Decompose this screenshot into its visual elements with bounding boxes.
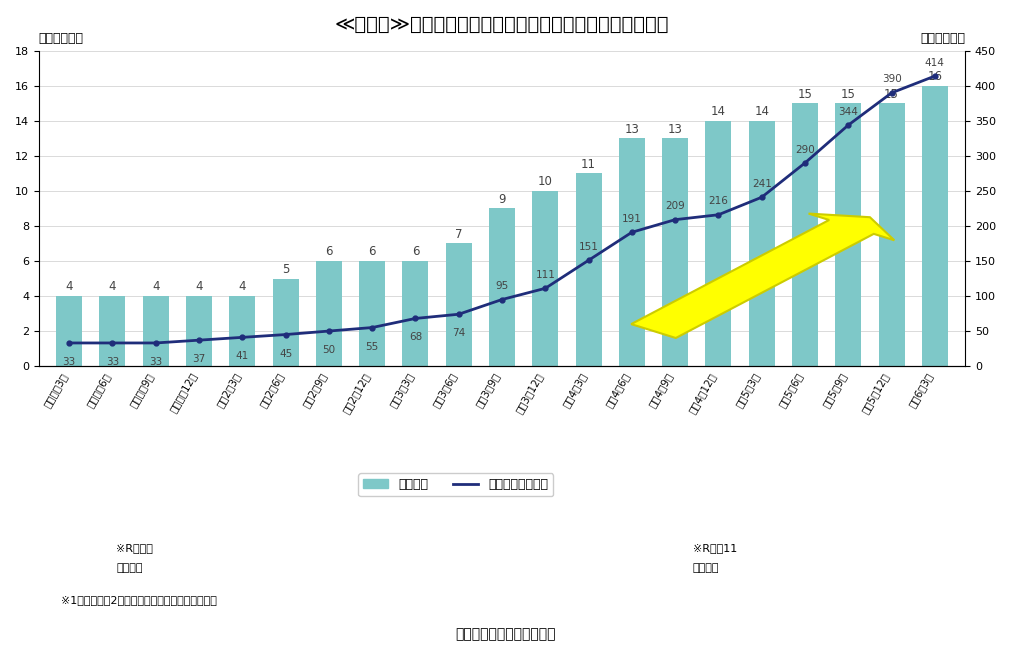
Text: 13: 13 <box>667 123 682 136</box>
Text: 390: 390 <box>882 74 902 84</box>
Bar <box>619 138 645 366</box>
Text: 50: 50 <box>323 345 336 355</box>
Bar <box>575 174 602 366</box>
Text: 216: 216 <box>709 196 728 207</box>
Bar <box>835 103 861 366</box>
Bar <box>186 296 212 366</box>
Bar <box>749 121 774 366</box>
Text: 4: 4 <box>66 280 73 293</box>
Text: 11: 11 <box>581 158 596 171</box>
Title: ≪図表３≫ダブル連結トラックの申請者数、許可件数の推移: ≪図表３≫ダブル連結トラックの申請者数、許可件数の推移 <box>335 15 669 34</box>
Text: ※1回の許可で2年間、許可された区間を通行可能: ※1回の許可で2年間、許可された区間を通行可能 <box>61 595 216 605</box>
Text: 241: 241 <box>752 179 771 189</box>
Text: 14: 14 <box>711 105 726 118</box>
Bar <box>792 103 818 366</box>
Text: 路線拡充: 路線拡充 <box>693 563 719 572</box>
Bar <box>446 243 472 366</box>
Text: 5: 5 <box>282 263 289 276</box>
Text: 15: 15 <box>798 88 813 101</box>
Text: 4: 4 <box>108 280 116 293</box>
Text: 344: 344 <box>838 107 858 116</box>
Text: 68: 68 <box>408 332 422 342</box>
Bar <box>922 86 948 366</box>
Text: 15: 15 <box>841 88 855 101</box>
Text: 7: 7 <box>455 228 462 241</box>
FancyArrow shape <box>631 214 895 338</box>
Text: ※R４．11: ※R４．11 <box>693 543 737 553</box>
Bar <box>57 296 82 366</box>
Text: 33: 33 <box>106 357 119 367</box>
Text: 45: 45 <box>279 349 292 359</box>
Text: 6: 6 <box>368 245 376 259</box>
Text: 4: 4 <box>239 280 246 293</box>
Bar <box>533 191 558 366</box>
Text: 414: 414 <box>925 58 945 68</box>
Text: 37: 37 <box>192 354 205 364</box>
Text: （申請者数）: （申請者数） <box>38 32 84 45</box>
Text: （出典）国土交通省資料４: （出典）国土交通省資料４ <box>455 628 556 642</box>
Bar <box>143 296 169 366</box>
Text: 10: 10 <box>538 175 553 188</box>
Bar <box>229 296 255 366</box>
Bar <box>879 103 905 366</box>
Text: 6: 6 <box>411 245 420 259</box>
Bar <box>706 121 731 366</box>
Text: 33: 33 <box>149 357 163 367</box>
Text: 95: 95 <box>495 281 509 291</box>
Text: 74: 74 <box>452 328 465 338</box>
Text: 16: 16 <box>927 70 942 83</box>
Text: 290: 290 <box>795 145 815 155</box>
Bar <box>359 261 385 366</box>
Text: 209: 209 <box>665 201 685 211</box>
Text: 15: 15 <box>885 88 899 101</box>
Bar <box>273 278 298 366</box>
Text: 41: 41 <box>236 351 249 361</box>
Text: 4: 4 <box>152 280 160 293</box>
Text: 55: 55 <box>366 342 379 351</box>
Text: 路線拡充: 路線拡充 <box>116 563 143 572</box>
Bar <box>99 296 125 366</box>
Text: 9: 9 <box>498 193 506 206</box>
Bar <box>662 138 688 366</box>
Text: 33: 33 <box>63 357 76 367</box>
Text: 151: 151 <box>578 242 599 252</box>
Text: 14: 14 <box>754 105 769 118</box>
Bar <box>402 261 429 366</box>
Text: 6: 6 <box>326 245 333 259</box>
Text: 13: 13 <box>625 123 639 136</box>
Text: 111: 111 <box>536 270 555 280</box>
Text: （許可件数）: （許可件数） <box>920 32 966 45</box>
Bar <box>489 209 515 366</box>
Text: 191: 191 <box>622 214 642 224</box>
Text: ※R元．８: ※R元．８ <box>116 543 153 553</box>
Bar <box>315 261 342 366</box>
Legend: 申請者数, 許可件数（累計）: 申請者数, 許可件数（累計） <box>358 473 553 496</box>
Text: 4: 4 <box>195 280 203 293</box>
